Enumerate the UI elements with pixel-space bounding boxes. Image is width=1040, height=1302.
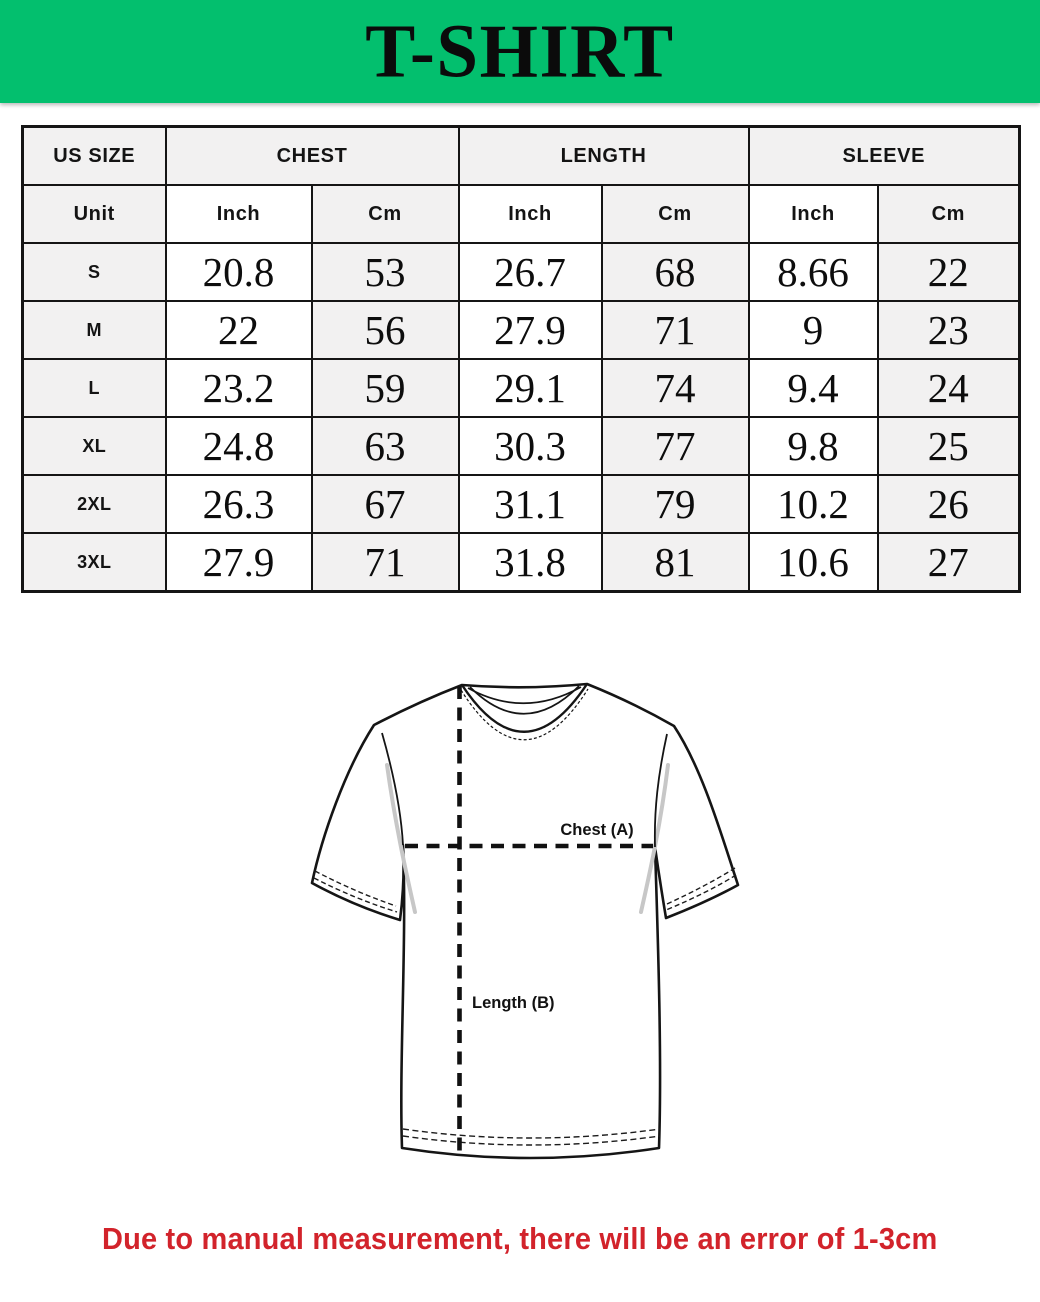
measure-value: 9.8 [747,416,879,476]
measure-value: 8.66 [747,242,879,302]
size-table: US SIZE CHEST LENGTH SLEEVE Unit Inch Cm… [21,125,1022,593]
measure-value: 26.3 [164,474,313,534]
measure-value: 26.7 [457,242,603,302]
size-label: S [21,242,167,302]
armhole-shading-left [385,763,417,914]
measure-value: 26 [876,474,1021,534]
length-measure-label: Length (B) [472,994,554,1012]
size-label: L [21,358,167,418]
measure-value: 71 [310,532,460,593]
measure-value: 68 [600,242,750,302]
measure-value: 23.2 [164,358,313,418]
table-row: 2XL 26.3 67 31.1 79 10.2 26 [21,474,1021,534]
measure-value: 10.6 [747,532,879,593]
table-row: 3XL 27.9 71 31.8 81 10.6 27 [21,532,1021,593]
measure-value: 10.2 [747,474,879,534]
measurement-note-text: Due to manual measurement, there will be… [102,1222,938,1256]
measure-value: 79 [600,474,750,534]
measure-value: 9 [747,300,879,360]
table-row: S 20.8 53 26.7 68 8.66 22 [21,242,1021,302]
measure-value: 31.1 [457,474,603,534]
unit-label: Unit [21,184,167,244]
measure-value: 63 [310,416,460,476]
measure-value: 30.3 [457,416,603,476]
measurement-note: Due to manual measurement, there will be… [0,1222,1040,1257]
measure-value: 53 [310,242,460,302]
size-label: XL [21,416,167,476]
measure-value: 31.8 [457,532,603,593]
unit-row: Unit Inch Cm Inch Cm Inch Cm [21,184,1021,244]
header-sleeve: SLEEVE [747,125,1021,186]
sleeve-stitching [313,867,737,913]
measure-value: 24.8 [164,416,313,476]
size-label: 3XL [21,532,167,593]
table-row: M 22 56 27.9 71 9 23 [21,300,1021,360]
measure-value: 27.9 [164,532,313,593]
measure-value: 27.9 [457,300,603,360]
armhole-seam-left [381,732,404,846]
measure-value: 59 [310,358,460,418]
armhole-shading-right [639,763,670,914]
table-row: XL 24.8 63 30.3 77 9.8 25 [21,416,1021,476]
header-us-size: US SIZE [21,125,167,186]
tshirt-diagram: Chest (A) Length (B) [310,682,740,1160]
size-label: 2XL [21,474,167,534]
unit-length-inch: Inch [457,184,603,244]
measure-value: 71 [600,300,750,360]
measure-value: 9.4 [747,358,879,418]
measure-value: 56 [310,300,460,360]
measure-value: 29.1 [457,358,603,418]
unit-chest-cm: Cm [310,184,460,244]
measure-value: 74 [600,358,750,418]
armhole-seam-right [653,733,668,848]
measure-value: 22 [164,300,313,360]
measure-value: 81 [600,532,750,593]
measure-value: 27 [876,532,1021,593]
measure-value: 22 [876,242,1021,302]
measure-value: 23 [876,300,1021,360]
unit-sleeve-cm: Cm [876,184,1021,244]
size-label: M [21,300,167,360]
header-length: LENGTH [457,125,750,186]
table-row: L 23.2 59 29.1 74 9.4 24 [21,358,1021,418]
table-header-row: US SIZE CHEST LENGTH SLEEVE [21,125,1021,186]
size-table-container: US SIZE CHEST LENGTH SLEEVE Unit Inch Cm… [21,125,1022,593]
unit-length-cm: Cm [600,184,750,244]
measure-value: 77 [600,416,750,476]
header-chest: CHEST [164,125,460,186]
header-banner: T-SHIRT [0,0,1040,103]
measure-value: 24 [876,358,1021,418]
tshirt-outline [310,682,740,1160]
measure-value: 25 [876,416,1021,476]
unit-sleeve-inch: Inch [747,184,879,244]
page-title: T-SHIRT [365,9,675,94]
unit-chest-inch: Inch [164,184,313,244]
measure-value: 20.8 [164,242,313,302]
measure-value: 67 [310,474,460,534]
chest-measure-label: Chest (A) [560,821,633,839]
hem-stitching [402,1128,661,1146]
